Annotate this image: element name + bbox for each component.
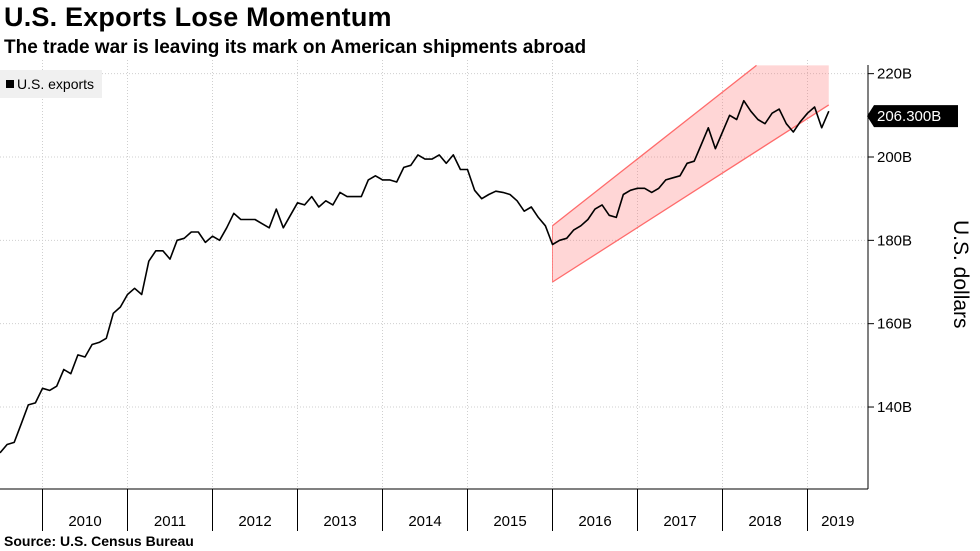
legend: U.S. exports — [0, 70, 103, 98]
legend-swatch — [6, 80, 14, 88]
axes: 220B 200B 180B 160B 140B 2010 2011 2012 2013 2014… — [0, 65, 958, 531]
x-tick-label: 2010 — [68, 513, 101, 530]
y-tick-label: 160B — [877, 316, 912, 333]
y-tick-label: 180B — [877, 232, 912, 249]
trend-channel — [552, 64, 830, 283]
x-tick-label: 2013 — [323, 513, 356, 530]
x-tick-label: 2011 — [154, 513, 186, 530]
last-value-label: 206.300B — [877, 108, 941, 125]
y-axis-label: U.S. dollars — [949, 220, 972, 329]
chart-title: U.S. Exports Lose Momentum — [4, 2, 392, 32]
y-tick-label: 200B — [877, 149, 912, 166]
x-tick-label: 2017 — [663, 513, 696, 530]
trend-channel-fill — [552, 65, 829, 283]
series-layer — [0, 99, 830, 454]
series-line — [0, 99, 830, 454]
x-tick-label: 2016 — [578, 513, 611, 530]
last-value-badge — [867, 105, 958, 128]
legend-label: U.S. exports — [17, 76, 95, 92]
y-tick-label: 140B — [877, 399, 912, 416]
y-tick-label: 220B — [877, 66, 912, 83]
trend-channel-lower — [552, 104, 830, 283]
x-tick-label: 2019 — [821, 513, 854, 530]
x-tick-label: 2015 — [493, 513, 526, 530]
source-note: Source: U.S. Census Bureau — [4, 533, 194, 549]
x-tick-label: 2018 — [748, 513, 781, 530]
x-tick-label: 2014 — [408, 513, 441, 530]
trend-channel-upper — [552, 64, 757, 227]
grid — [0, 60, 868, 489]
chart-subtitle: The trade war is leaving its mark on Ame… — [4, 37, 587, 58]
x-tick-label: 2012 — [238, 513, 271, 530]
